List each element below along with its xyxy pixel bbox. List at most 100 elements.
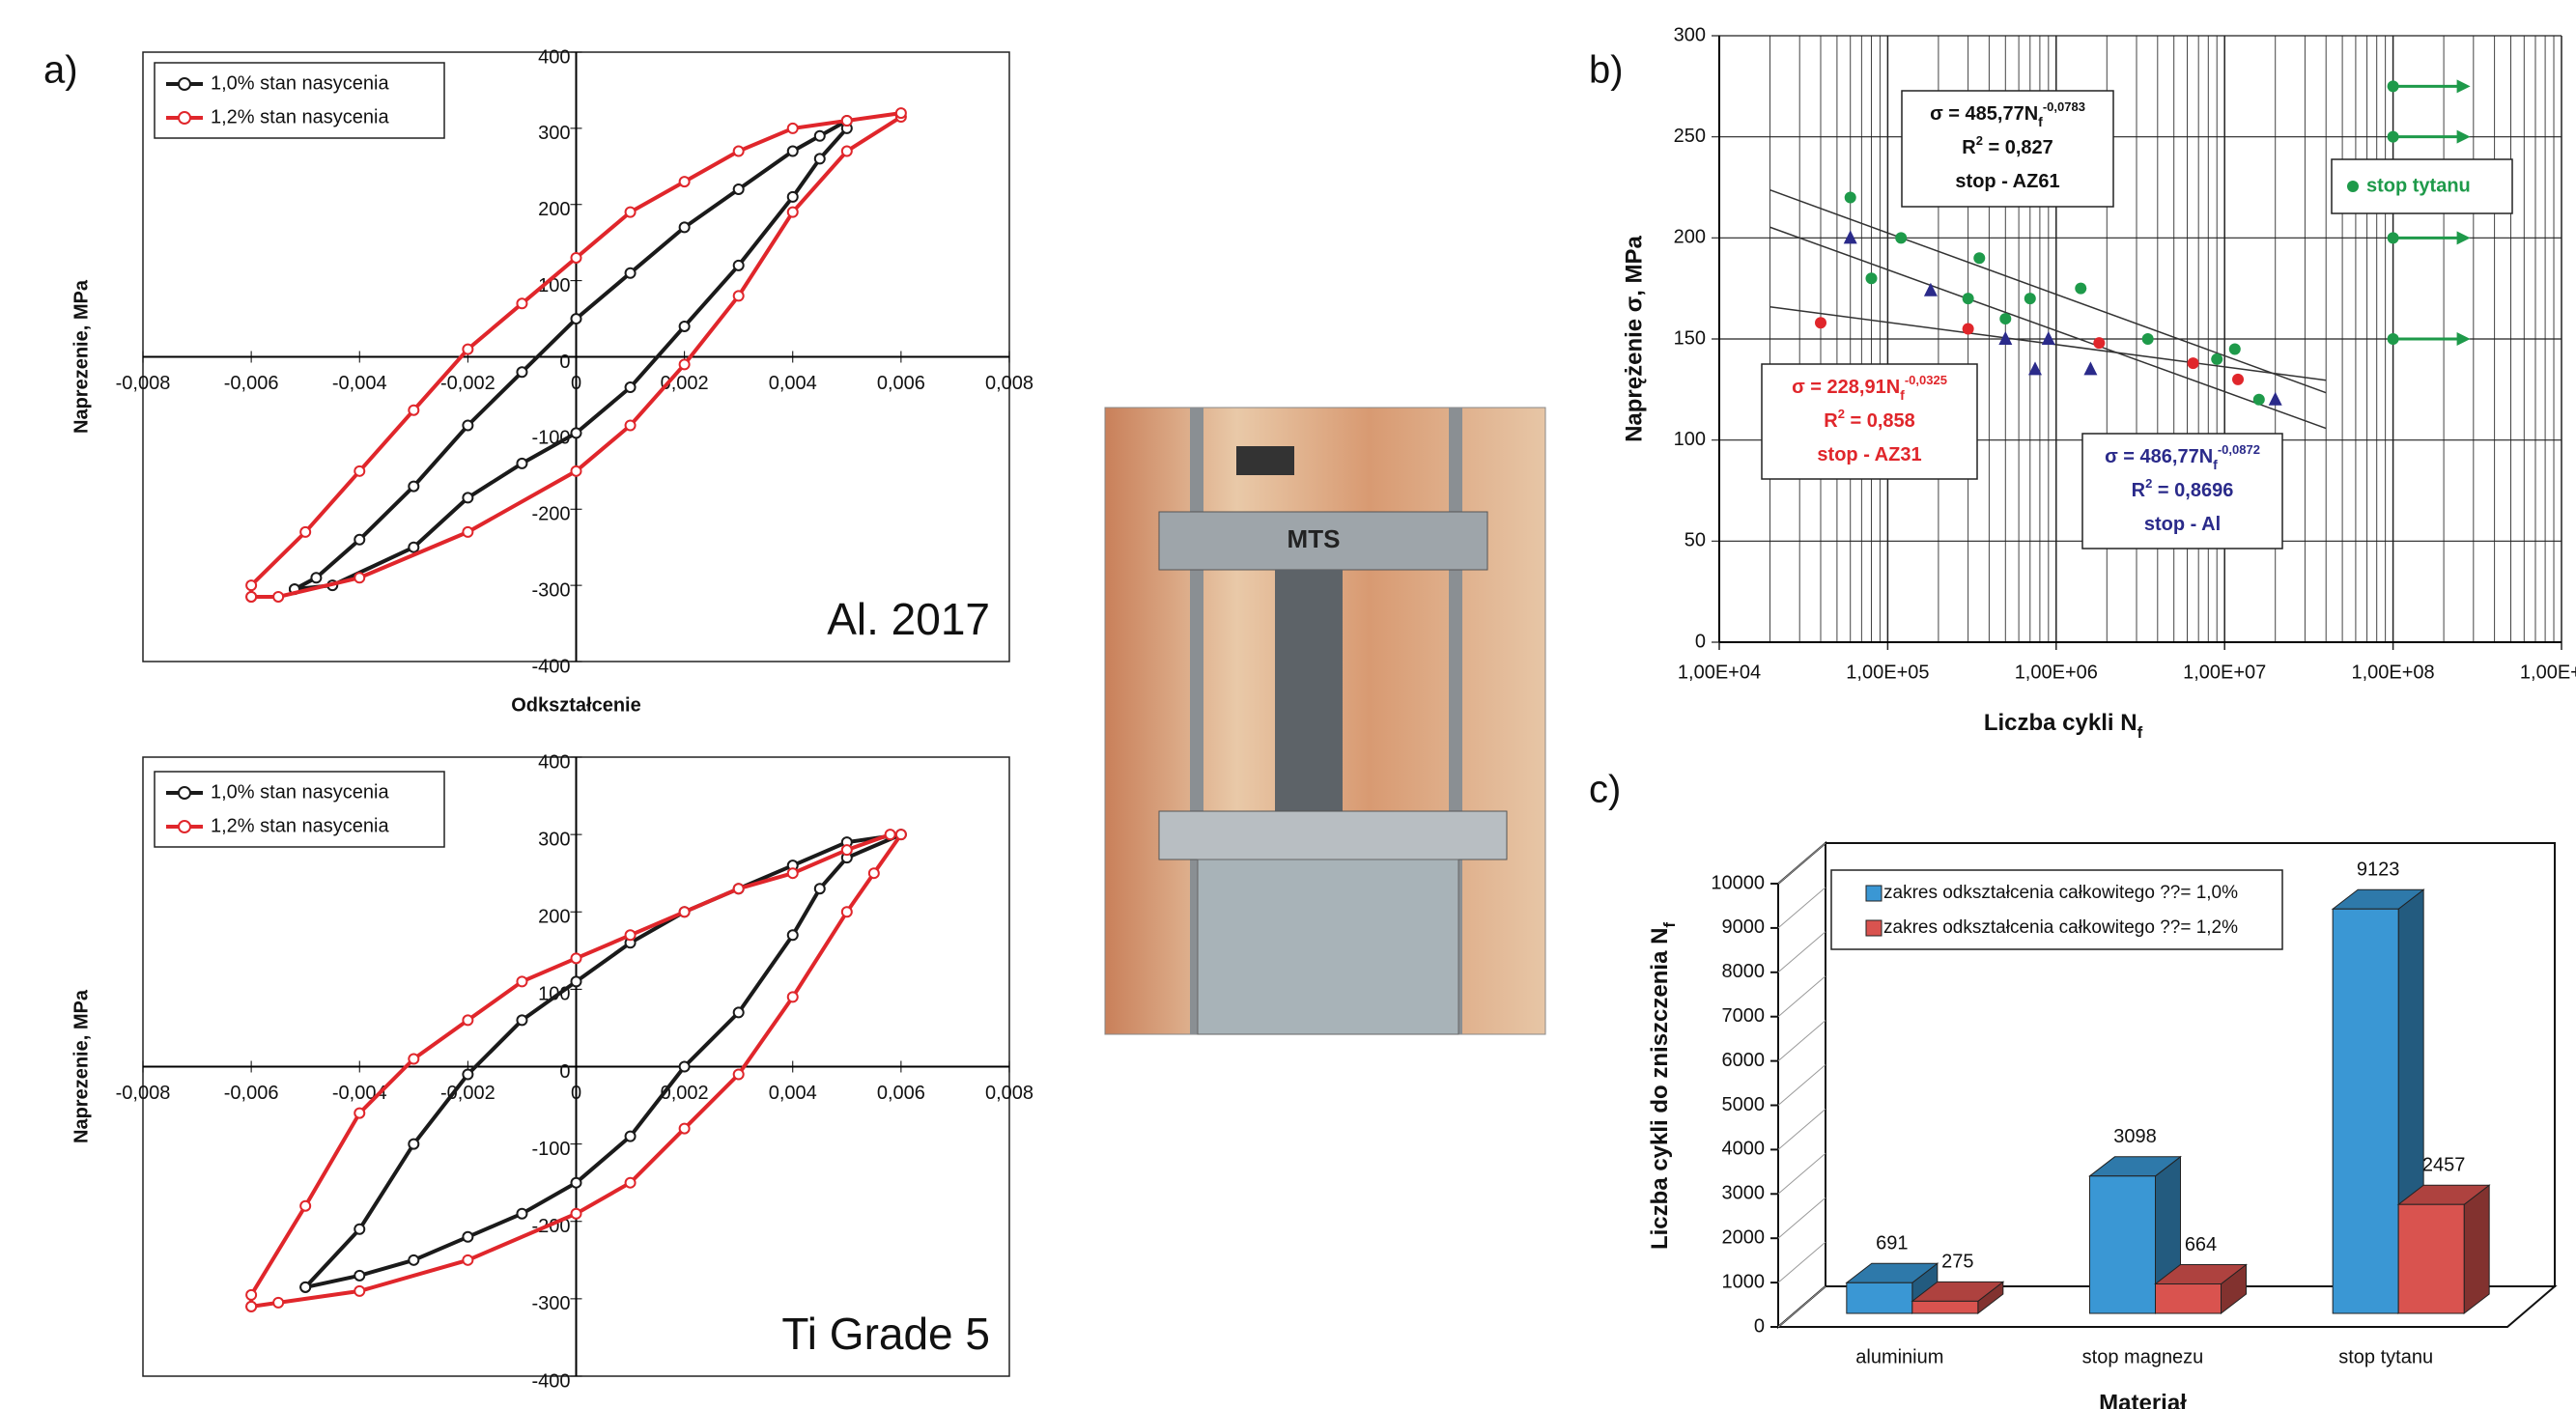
data-point — [840, 114, 853, 127]
data-point — [786, 145, 799, 157]
x-tick-label: 0 — [571, 373, 581, 394]
data-point — [408, 404, 420, 416]
data-point — [570, 251, 582, 264]
data-point — [624, 929, 637, 942]
data-point — [2387, 130, 2399, 143]
legend-label: zakres odkształcenia całkowitego ??= 1,2… — [1883, 917, 2238, 938]
data-point — [1843, 230, 1857, 244]
legend-label: 1,0% stan nasycenia — [211, 72, 389, 94]
data-point — [867, 867, 880, 880]
data-point — [2268, 391, 2282, 406]
text-part: 2 — [1976, 133, 1983, 148]
y-tick-label: -400 — [531, 656, 570, 677]
data-point — [462, 525, 474, 538]
y-tick-label: 3000 — [1722, 1183, 1766, 1204]
x-tick-label: -0,006 — [224, 373, 279, 394]
data-point — [354, 533, 366, 546]
data-point — [2387, 80, 2399, 93]
data-point — [462, 343, 474, 355]
bar — [2155, 1283, 2222, 1314]
data-point — [678, 1122, 691, 1135]
data-point — [2083, 361, 2098, 376]
x-tick-label: -0,004 — [332, 373, 387, 394]
x-tick-label: 0,008 — [985, 373, 1033, 394]
trend-line — [1769, 226, 2327, 430]
y-tick-label: 100 — [1674, 429, 1706, 450]
y-tick-label: 200 — [538, 199, 570, 220]
data-point — [299, 525, 312, 538]
text-part: f — [2213, 457, 2218, 472]
data-point — [624, 419, 637, 432]
data-point — [678, 176, 691, 188]
legend-label: 1,0% stan nasycenia — [211, 781, 389, 803]
data-point — [1998, 331, 2013, 345]
data-point — [813, 129, 826, 142]
machine-table — [1158, 810, 1508, 860]
y-axis-label: Naprężenie σ, MPa — [1621, 235, 1647, 441]
y-tick-label: 250 — [1674, 126, 1706, 147]
text-part: = 0,827 — [1983, 137, 2053, 158]
y-tick-label: 0 — [559, 352, 570, 373]
data-point — [1814, 317, 1826, 329]
text-part: -0,0783 — [2043, 99, 2085, 114]
annotation-text: stop - AZ61 — [1955, 171, 2059, 192]
y-tick-label: -300 — [531, 1293, 570, 1314]
data-label: 664 — [2185, 1234, 2217, 1255]
text-part: R — [2132, 480, 2146, 501]
data-point — [354, 1223, 366, 1235]
grid-line — [1777, 975, 1826, 1018]
data-point — [732, 1068, 745, 1081]
trend-line — [1769, 189, 2327, 394]
data-point — [678, 358, 691, 371]
x-tick-label: 0,006 — [877, 1083, 925, 1104]
legend-marker — [2347, 181, 2359, 192]
x-tick-label: -0,006 — [224, 1083, 279, 1104]
data-point — [2387, 333, 2399, 345]
y-tick-label: 100 — [538, 984, 570, 1005]
photo: MTS — [1104, 407, 1546, 1035]
series-line — [294, 117, 849, 592]
data-point — [884, 829, 896, 841]
text-part: stop - AZ31 — [1817, 444, 1921, 465]
machine-crosshead — [1158, 511, 1488, 571]
legend-label: 1,2% stan nasycenia — [211, 815, 389, 836]
text-part: -0,0325 — [1905, 373, 1947, 387]
data-point — [570, 427, 582, 439]
y-tick-label: 0 — [559, 1061, 570, 1083]
annotation-text: σ = 228,91Nf-0,0325 — [1792, 373, 1947, 403]
y-axis-label: Liczba cykli do zniszczenia Nf — [1647, 922, 1679, 1250]
x-tick-label: 1,00E+08 — [2351, 662, 2434, 683]
legend-box — [154, 771, 445, 848]
grid-line — [1777, 1020, 1826, 1061]
machine-actuator — [1275, 570, 1343, 811]
data-point — [732, 290, 745, 302]
machine-base — [1197, 859, 1459, 1035]
data-point — [732, 183, 745, 195]
data-point — [245, 579, 258, 592]
grid-line — [1777, 842, 1826, 885]
text-part: f — [2038, 114, 2043, 129]
grid-line — [1777, 1197, 1826, 1239]
y-tick-label: 8000 — [1722, 961, 1766, 982]
text-part: -0,0872 — [2218, 442, 2260, 457]
data-point — [1999, 313, 2012, 325]
data-point — [2041, 331, 2055, 345]
data-point — [1962, 293, 1974, 305]
grid-line — [1777, 1152, 1826, 1195]
data-point — [1923, 282, 1938, 296]
data-label: 275 — [1941, 1252, 1973, 1273]
y-tick-label: -400 — [531, 1370, 570, 1392]
data-point — [516, 457, 528, 469]
data-point — [786, 122, 799, 134]
data-point — [624, 1130, 637, 1142]
data-point — [272, 1296, 285, 1309]
y-tick-label: 150 — [1674, 327, 1706, 349]
machine-controller — [1236, 446, 1294, 475]
data-point — [408, 1254, 420, 1266]
data-point — [786, 991, 799, 1003]
x-tick-label: 1,00E+07 — [2183, 662, 2266, 683]
grid-line — [1777, 931, 1826, 973]
data-point — [678, 1060, 691, 1073]
y-axis-label: Naprezenie, MPa — [71, 279, 92, 434]
text-part: Liczba cykli N — [1984, 710, 2137, 736]
